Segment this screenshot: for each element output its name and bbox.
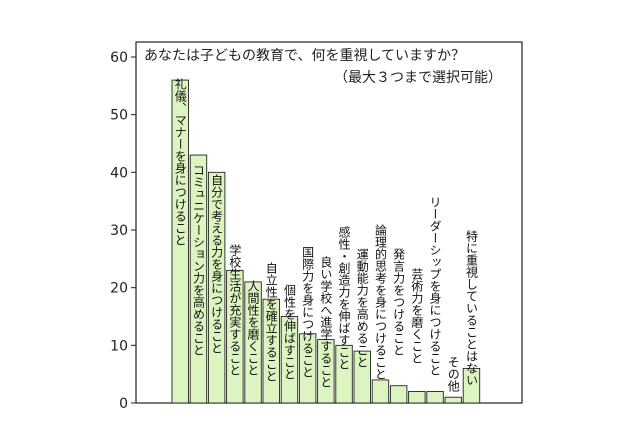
- bar: [171, 79, 189, 404]
- bar: [226, 269, 244, 404]
- bar: [262, 298, 280, 404]
- bar: [426, 391, 444, 404]
- bar-label: 発言力をつけること: [392, 248, 406, 356]
- bar-label: 良い学校へ進学すること: [319, 255, 333, 388]
- bar-label: 感性・創造力を伸ばすこと: [337, 225, 351, 370]
- y-tick-label: 50: [110, 108, 128, 124]
- bar-label: 人間性を磨くこと: [246, 280, 260, 376]
- y-tick-label: 60: [110, 50, 128, 66]
- bar-label: 特に重視していることはない: [464, 229, 478, 386]
- bar: [280, 316, 299, 404]
- y-tick-label: 0: [119, 396, 128, 412]
- bar-label: 国際力を身につけること: [301, 246, 315, 378]
- bar-label: 自分で考える力を身につけること: [210, 174, 224, 354]
- bar-label: リーダーシップを身につけること: [428, 196, 442, 376]
- y-tick-label: 20: [110, 281, 128, 297]
- bar: [462, 367, 481, 404]
- bars: [171, 79, 481, 404]
- bar-label: 論理的思考を身につけること: [373, 223, 387, 380]
- bar-label: 個性を伸ばすこと: [282, 284, 296, 380]
- bar-label: 芸術力を磨くこと: [410, 268, 424, 364]
- bar-label: コミュニケーション力を高めること: [191, 164, 205, 356]
- y-tick-label: 40: [110, 165, 128, 181]
- bar: [335, 344, 353, 404]
- bar: [244, 281, 262, 404]
- chart-subtitle: （最大３つまで選択可能）: [334, 70, 502, 86]
- bar-label: 学校生活が充実すること: [228, 243, 242, 376]
- bar: [189, 154, 208, 404]
- bar: [444, 396, 462, 404]
- y-tick-label: 10: [110, 338, 128, 354]
- bar-label: 礼儀、マナーを身につけること: [173, 77, 187, 246]
- bar: [408, 391, 426, 404]
- y-tick-label: 30: [110, 223, 128, 239]
- bar-label: 自立性を確立すること: [264, 262, 278, 382]
- y-axis: 0 10 20 30 40 50 60: [110, 50, 136, 412]
- bar: [371, 379, 390, 404]
- bar: [317, 339, 335, 404]
- bar: [389, 385, 408, 404]
- chart-title: あなたは子どもの教育で、何を重視していますか？: [144, 48, 465, 64]
- bar: [353, 350, 371, 404]
- bar-label: その他: [446, 356, 460, 392]
- bar: [298, 333, 317, 404]
- bar: [207, 171, 226, 404]
- bar-label: 運動能力を高めること: [355, 248, 369, 368]
